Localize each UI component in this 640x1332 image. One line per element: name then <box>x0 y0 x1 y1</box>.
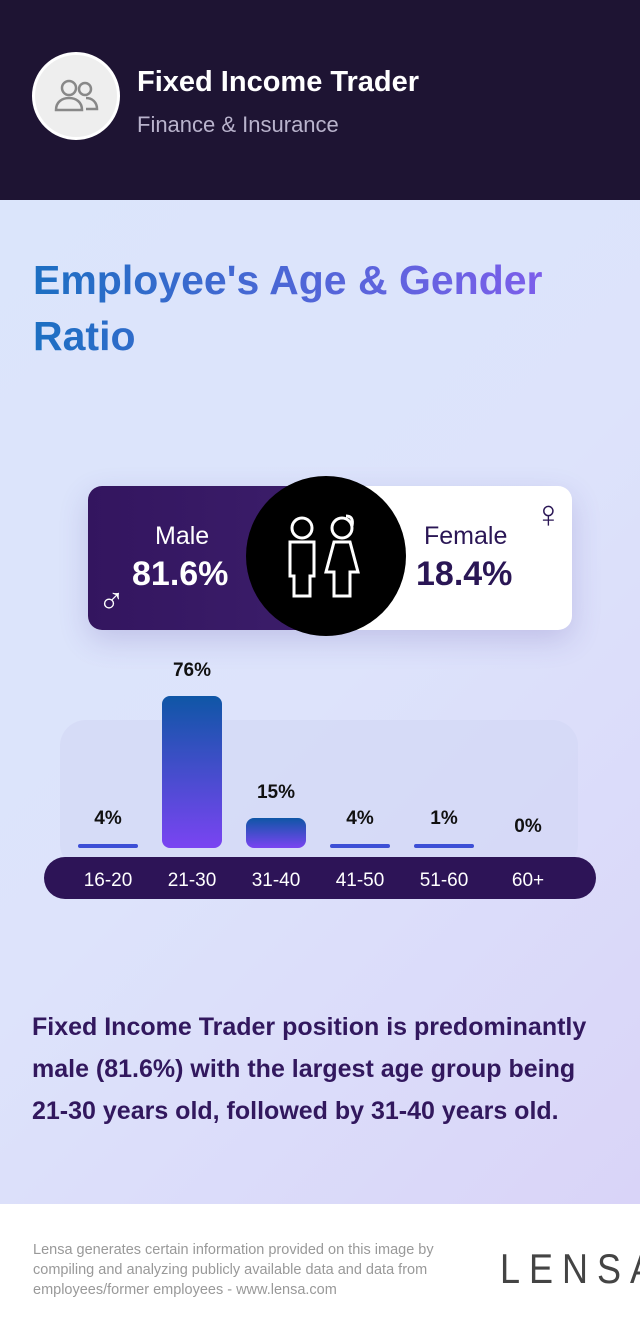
main-panel <box>0 200 640 1204</box>
bar-41-50 <box>330 844 390 848</box>
footer <box>0 1204 640 1332</box>
female-label: Female <box>424 522 508 550</box>
people-icon <box>246 476 406 636</box>
value-label: 4% <box>94 808 122 829</box>
bar-51-60 <box>414 844 474 848</box>
value-label: 15% <box>256 782 296 803</box>
value-label: 76% <box>172 660 212 681</box>
job-industry: Finance & Insurance <box>137 112 339 137</box>
bar-31-40 <box>246 818 306 848</box>
value-label: 4% <box>346 808 374 829</box>
x-tick-label: 31-40 <box>251 870 301 891</box>
x-axis <box>44 857 596 899</box>
female-symbol-icon: ♀ <box>534 494 563 536</box>
female-value: 18.4% <box>416 555 513 593</box>
value-label: 0% <box>514 816 542 837</box>
x-tick-label: 16-20 <box>83 870 133 891</box>
section-title: Employee's Age & Gender Ratio <box>33 252 613 364</box>
male-symbol-icon: ♂ <box>98 580 125 621</box>
x-tick-label: 60+ <box>511 870 545 891</box>
male-label: Male <box>155 522 210 550</box>
bar-21-30 <box>162 696 222 848</box>
summary-text: Fixed Income Trader position is predomin… <box>32 1013 587 1125</box>
disclaimer: Lensa generates certain information prov… <box>33 1242 434 1298</box>
job-title: Fixed Income Trader <box>137 66 420 98</box>
x-tick-label: 21-30 <box>167 870 217 891</box>
bar-16-20 <box>78 844 138 848</box>
lensa-logo: LENSA <box>500 1244 640 1292</box>
x-tick-label: 51-60 <box>419 870 469 891</box>
users-icon <box>32 52 120 140</box>
male-value: 81.6% <box>132 555 229 593</box>
header: Fixed Income Trader Finance & Insurance <box>0 0 640 200</box>
chart-background <box>60 720 578 870</box>
value-label: 1% <box>430 808 458 829</box>
x-tick-label: 41-50 <box>335 870 385 891</box>
